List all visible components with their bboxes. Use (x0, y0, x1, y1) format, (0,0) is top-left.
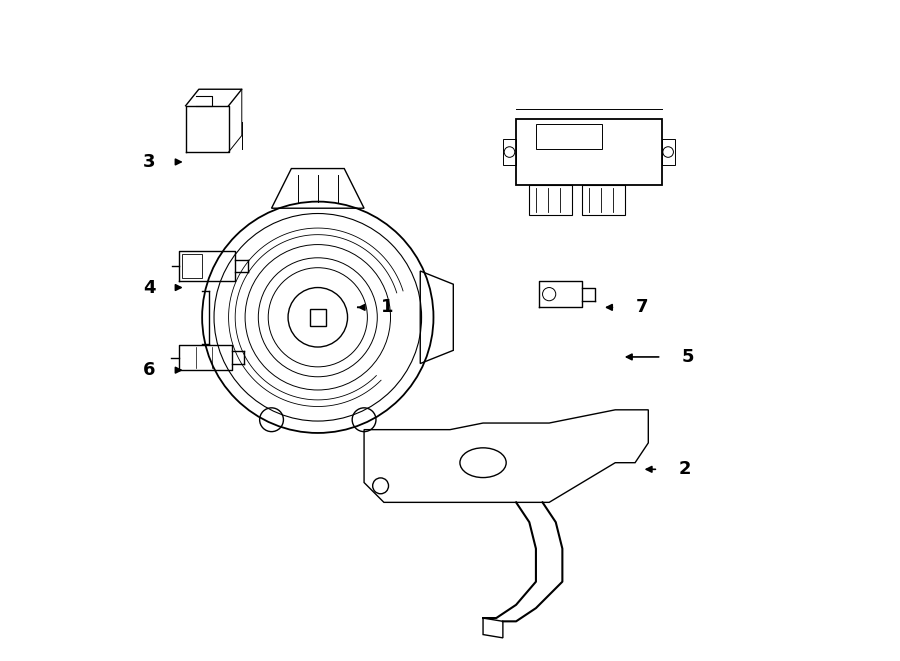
Bar (183, 254, 202, 278)
Text: 7: 7 (635, 298, 648, 317)
Bar (529, 185, 572, 215)
Text: 6: 6 (143, 361, 156, 379)
Text: 5: 5 (681, 348, 694, 366)
Text: 1: 1 (381, 298, 393, 317)
Bar (516, 119, 662, 185)
Text: 2: 2 (679, 460, 691, 479)
Bar (503, 139, 516, 165)
Text: 4: 4 (143, 278, 156, 297)
Bar (582, 185, 626, 215)
Text: 3: 3 (143, 153, 156, 171)
Bar (662, 139, 675, 165)
Circle shape (288, 288, 347, 347)
Bar (536, 124, 602, 149)
